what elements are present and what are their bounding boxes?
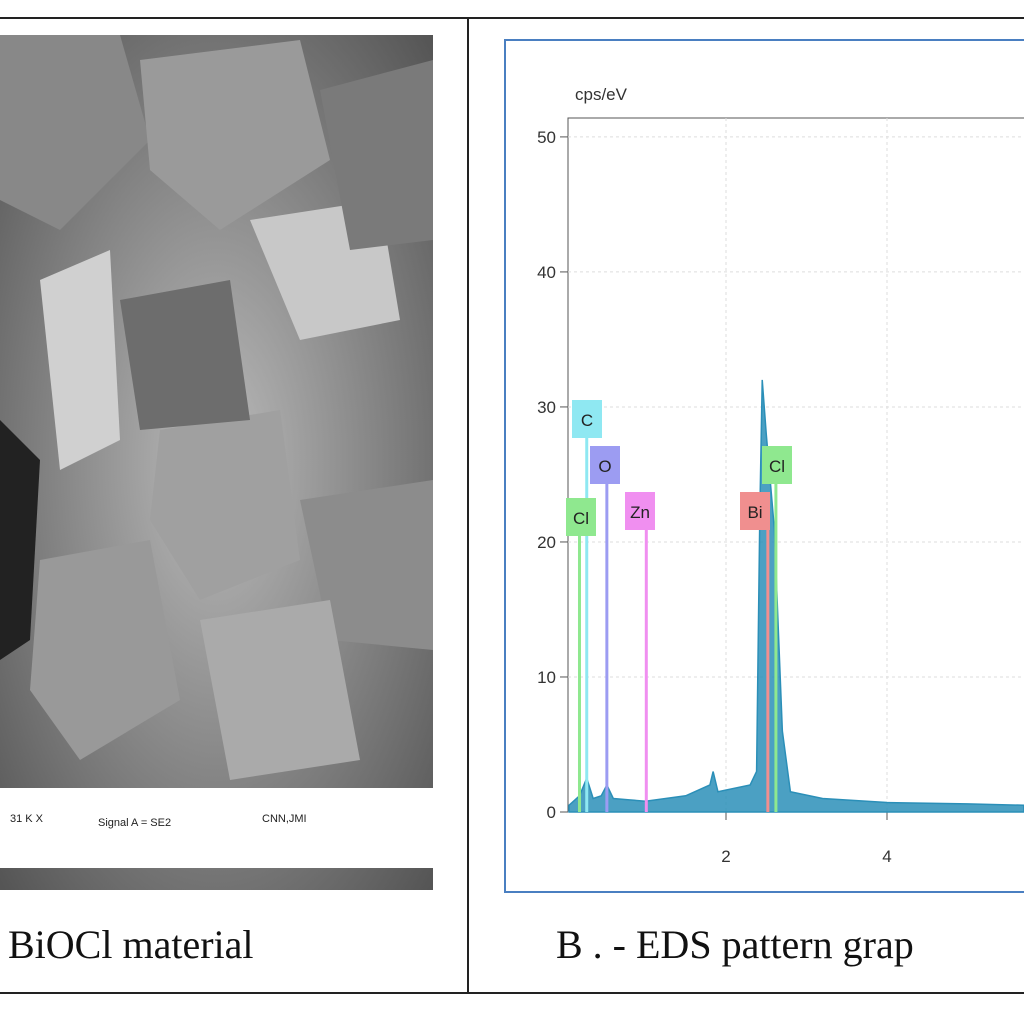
caption-b: B . - EDS pattern grap [556,922,914,967]
sem-operator: CNN,JMI [262,813,307,825]
plot: 0 10 20 30 40 50 2 4 C O Cl Zn Bi Cl [537,118,1024,866]
caption-a: BiOCl material [8,922,254,967]
element-box [740,492,770,530]
y-tick-label: 20 [537,533,556,552]
element-label: Cl [769,457,785,476]
element-label: O [598,457,611,476]
element-label: C [581,411,593,430]
spectrum [568,379,1024,813]
element-label: Bi [747,503,762,522]
y-axis-label: cps/eV [575,85,628,104]
element-box [566,498,596,536]
element-box [572,400,602,438]
y-tick-label: 10 [537,668,556,687]
element-label: Zn [630,503,650,522]
y-tick-label: 50 [537,128,556,147]
sem-image: 31 K X Signal A = SE2 CNN,JMI [0,35,433,890]
x-tick-label: 2 [721,847,730,866]
y-tick-label: 40 [537,263,556,282]
plot-area [567,117,1024,813]
y-tick-label: 0 [547,803,556,822]
element-box [590,446,620,484]
element-label: Cl [573,509,589,528]
element-box [625,492,655,530]
element-box [762,446,792,484]
sem-magnification: 31 K X [10,813,44,825]
sem-signal: Signal A = SE2 [98,817,171,829]
y-tick-label: 30 [537,398,556,417]
x-tick-label: 4 [882,847,891,866]
